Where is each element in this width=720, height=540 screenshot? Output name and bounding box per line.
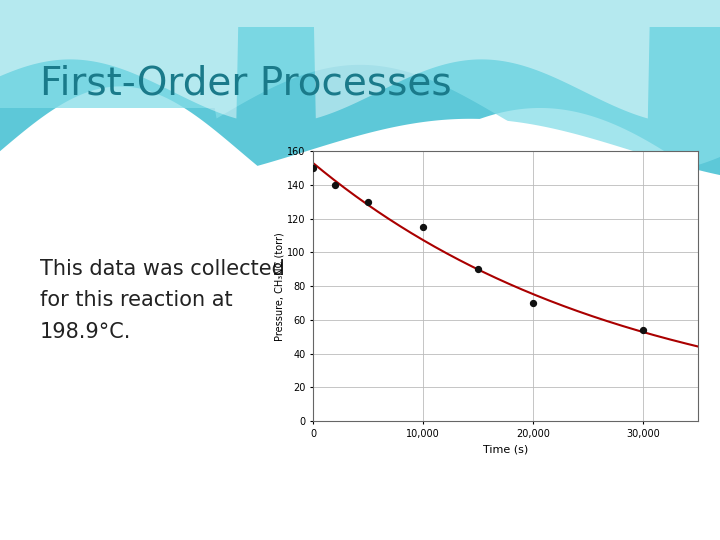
Point bbox=[307, 164, 319, 172]
Text: This data was collected
for this reaction at
198.9°C.: This data was collected for this reactio… bbox=[40, 259, 284, 342]
Point bbox=[330, 180, 341, 189]
Point bbox=[528, 299, 539, 307]
Polygon shape bbox=[0, 119, 720, 540]
Point bbox=[472, 265, 484, 274]
Polygon shape bbox=[0, 0, 720, 118]
Point bbox=[638, 326, 649, 334]
Y-axis label: Pressure, CH₃NC (torr): Pressure, CH₃NC (torr) bbox=[274, 232, 284, 341]
Point bbox=[362, 198, 374, 206]
Text: First-Order Processes: First-Order Processes bbox=[40, 65, 451, 103]
X-axis label: Time (s): Time (s) bbox=[483, 444, 528, 454]
Polygon shape bbox=[0, 0, 720, 173]
Point bbox=[418, 223, 429, 232]
Polygon shape bbox=[0, 0, 720, 216]
